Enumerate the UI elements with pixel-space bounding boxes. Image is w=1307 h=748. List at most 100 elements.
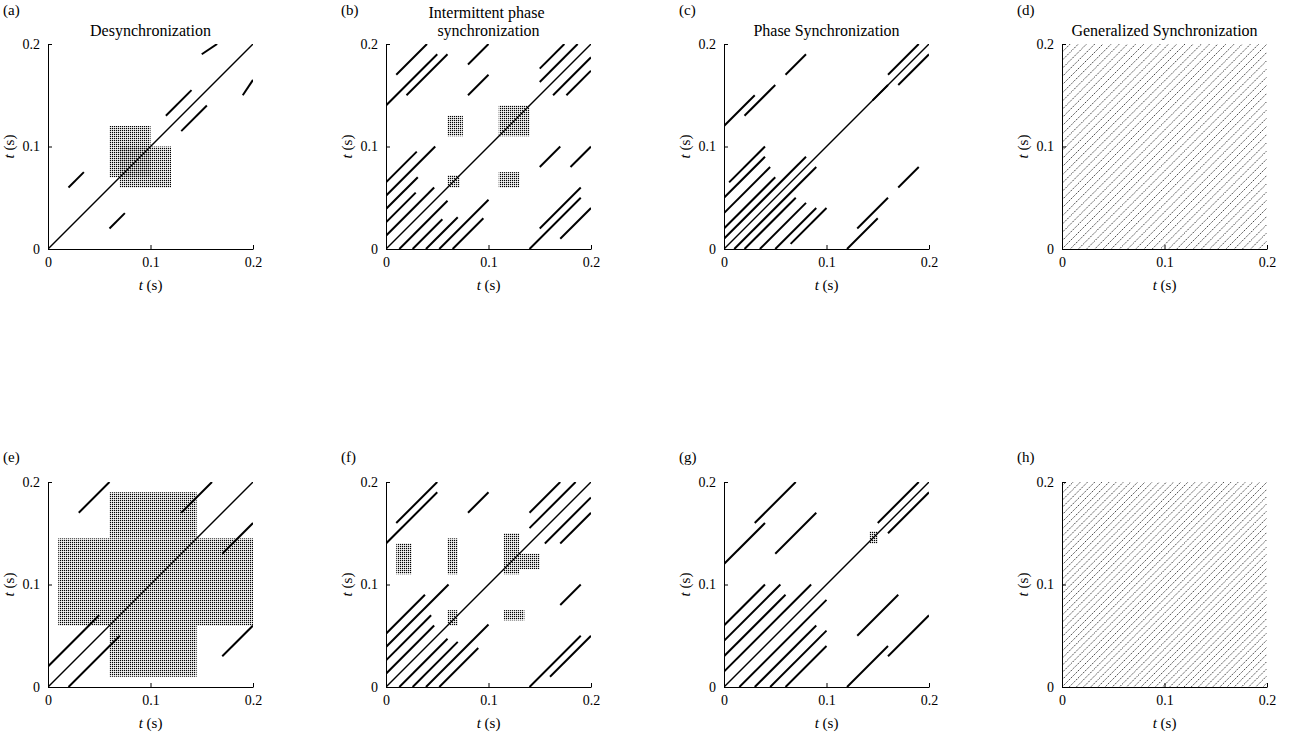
recurrence-segment (48, 615, 99, 666)
tick: 0.1 (142, 245, 160, 270)
tick-label: 0.1 (1037, 139, 1055, 154)
recurrence-segment (898, 54, 929, 85)
axis-title: t (s) (677, 573, 694, 597)
recurrence-diagonal (724, 482, 929, 687)
tick: 0.1 (1156, 683, 1174, 708)
tick-mark (1267, 245, 1268, 249)
recurrence-segment (413, 219, 443, 249)
recurrence-segment (540, 147, 561, 168)
tick-mark (724, 687, 728, 688)
tick-mark (724, 249, 728, 250)
axis-title: t (s) (1, 573, 18, 597)
recurrence-diagonal (1062, 241, 1267, 249)
x-axis: 00.10.2 (45, 683, 262, 708)
panel-title: Intermittent phase synchronization (429, 4, 549, 40)
recurrence-diagonal (1062, 167, 1267, 249)
recurrence-segment (770, 631, 826, 687)
recurrence-diagonal (1062, 44, 1267, 200)
recurrence-segment (745, 85, 776, 116)
recurrence-diagonal (1062, 44, 1267, 77)
recurrence-segment (560, 585, 581, 606)
recurrence-diagonal (1062, 44, 1267, 101)
tick: 0.1 (142, 683, 160, 708)
tick: 0.1 (23, 139, 53, 154)
recurrence-segment (724, 157, 765, 198)
tick: 0.1 (818, 683, 836, 708)
recurrence-segment (222, 523, 253, 554)
tick: 0 (1047, 680, 1066, 695)
recurrence-diagonal (1062, 44, 1267, 241)
recurrence-segment (857, 198, 888, 229)
recurrence-segment (407, 54, 448, 95)
tick: 0.2 (245, 683, 263, 708)
recurrence-segment (399, 639, 447, 687)
tick-label: 0.2 (245, 693, 263, 708)
panel-label: (b) (341, 2, 359, 19)
tick-label: 0.1 (480, 255, 498, 270)
panel: 00.10.200.10.2t (s)t (s)(f) (339, 449, 600, 732)
tick-label: 0.1 (480, 693, 498, 708)
recurrence-diagonal (1062, 561, 1267, 687)
recurrence-segment (786, 54, 807, 75)
recurrence-segment (396, 44, 427, 75)
tick: 0 (33, 242, 52, 257)
recurrence-segment (468, 492, 489, 513)
axis-line (725, 687, 930, 688)
recurrence-segment (202, 44, 217, 54)
recurrence-diagonal (1062, 604, 1267, 687)
tick-mark (724, 585, 728, 586)
recurrence-diagonal (724, 44, 929, 249)
panel-label: (a) (3, 2, 20, 19)
recurrence-diagonal (1062, 134, 1267, 249)
axis-line (725, 249, 930, 250)
recurrence-diagonal (1062, 647, 1267, 687)
tick-mark (724, 482, 728, 483)
recurrence-cluster (448, 116, 463, 137)
recurrence-diagonal (1062, 44, 1267, 151)
tick-label: 0.2 (1037, 475, 1055, 490)
recurrence-diagonal (1062, 482, 1267, 565)
recurrence-segment (888, 492, 929, 533)
x-axis: 00.10.2 (383, 683, 600, 708)
recurrence-segment (79, 482, 110, 513)
recurrence-diagonal (1062, 482, 1267, 515)
tick-label: 0.2 (1037, 37, 1055, 52)
recurrence-diagonal (1062, 482, 1267, 579)
recurrence-segment (386, 188, 434, 236)
tick-mark (48, 482, 52, 483)
recurrence-segment (775, 513, 816, 554)
recurrence-diagonal (1062, 44, 1267, 159)
axis-title: t (s) (1153, 715, 1177, 732)
tick-mark (489, 245, 490, 249)
recurrence-diagonal (1062, 482, 1267, 665)
tick-label: 0.2 (361, 37, 379, 52)
recurrence-diagonal (1062, 52, 1267, 249)
recurrence-diagonal (1062, 482, 1267, 536)
recurrence-diagonal (1062, 44, 1267, 85)
recurrence-segment (166, 90, 192, 116)
tick-mark (386, 147, 390, 148)
recurrence-segment (530, 482, 576, 528)
recurrence-segment (545, 497, 591, 543)
tick-mark (151, 245, 152, 249)
tick: 0 (371, 680, 390, 695)
recurrence-segment (453, 218, 484, 249)
recurrence-diagonal (1062, 489, 1267, 687)
tick-label: 0 (1047, 680, 1054, 695)
tick-label: 0 (709, 242, 716, 257)
axis-title: t (s) (1, 135, 18, 159)
tick-label: 0.2 (583, 255, 601, 270)
tick: 0.1 (818, 245, 836, 270)
axis-title: t (s) (1015, 573, 1032, 597)
recurrence-diagonal (1062, 547, 1267, 687)
tick-label: 0 (371, 242, 378, 257)
recurrence-cluster (448, 538, 458, 574)
tick: 0.1 (361, 577, 391, 592)
recurrence-segment (181, 482, 212, 513)
tick-label: 0 (1059, 693, 1066, 708)
x-axis: 00.10.2 (1059, 683, 1276, 708)
axis-title: t (s) (477, 715, 501, 732)
tick-mark (724, 44, 728, 45)
tick: 0.2 (245, 245, 263, 270)
recurrence-segment (745, 198, 796, 249)
